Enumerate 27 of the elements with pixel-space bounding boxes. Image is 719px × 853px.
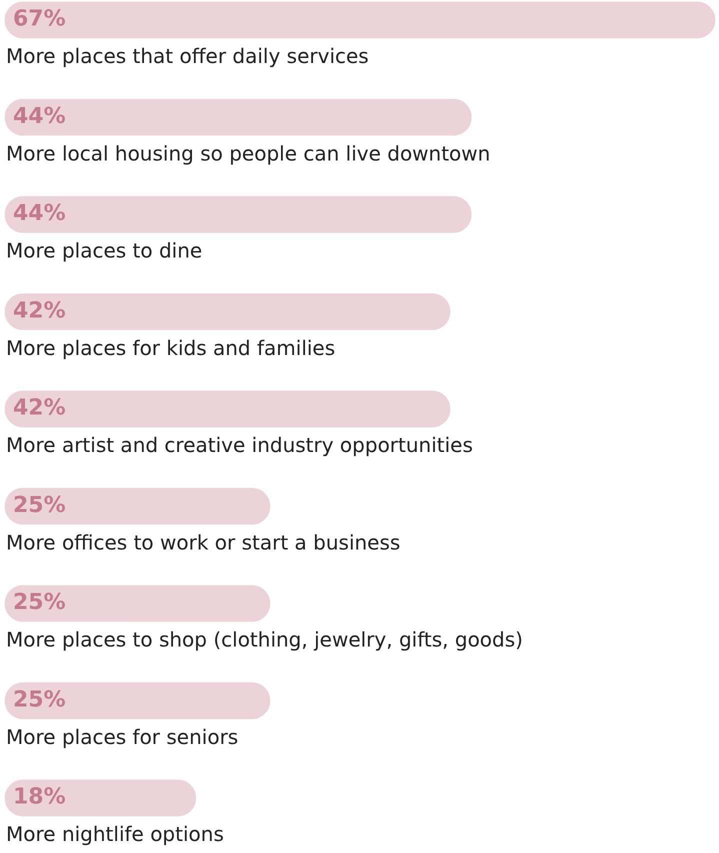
data-label: 25% <box>13 687 66 712</box>
data-label: 25% <box>13 492 66 518</box>
bar <box>4 2 716 38</box>
bar <box>4 196 472 233</box>
y-tick-label: More artist and creative industry opportunities <box>6 433 473 458</box>
bar <box>4 585 270 622</box>
data-label: 42% <box>13 298 66 324</box>
bar <box>4 682 270 720</box>
y-tick-label: More local housing so people can live downtown <box>6 141 490 166</box>
bar <box>4 488 270 525</box>
y-tick-label: More places to dine <box>6 238 202 263</box>
y-tick-label: More nightlife options <box>6 822 224 846</box>
bar <box>4 293 450 330</box>
data-label: 42% <box>13 396 66 421</box>
data-label: 44% <box>13 104 66 129</box>
y-tick-label: More offices to work or start a business <box>6 530 400 554</box>
bar <box>4 780 196 816</box>
data-label: 44% <box>13 201 66 226</box>
y-tick-label: More places that offer daily services <box>6 44 369 68</box>
y-tick-label: More places for seniors <box>6 724 238 749</box>
data-label: 25% <box>13 590 66 616</box>
bar <box>4 390 450 428</box>
bar <box>4 98 472 136</box>
y-tick-label: More places for kids and families <box>6 336 336 360</box>
data-label: 18% <box>13 784 66 810</box>
y-tick-label: More places to shop (clothing, jewelry, gifts, goods) <box>6 628 523 652</box>
data-label: 67% <box>13 6 66 32</box>
